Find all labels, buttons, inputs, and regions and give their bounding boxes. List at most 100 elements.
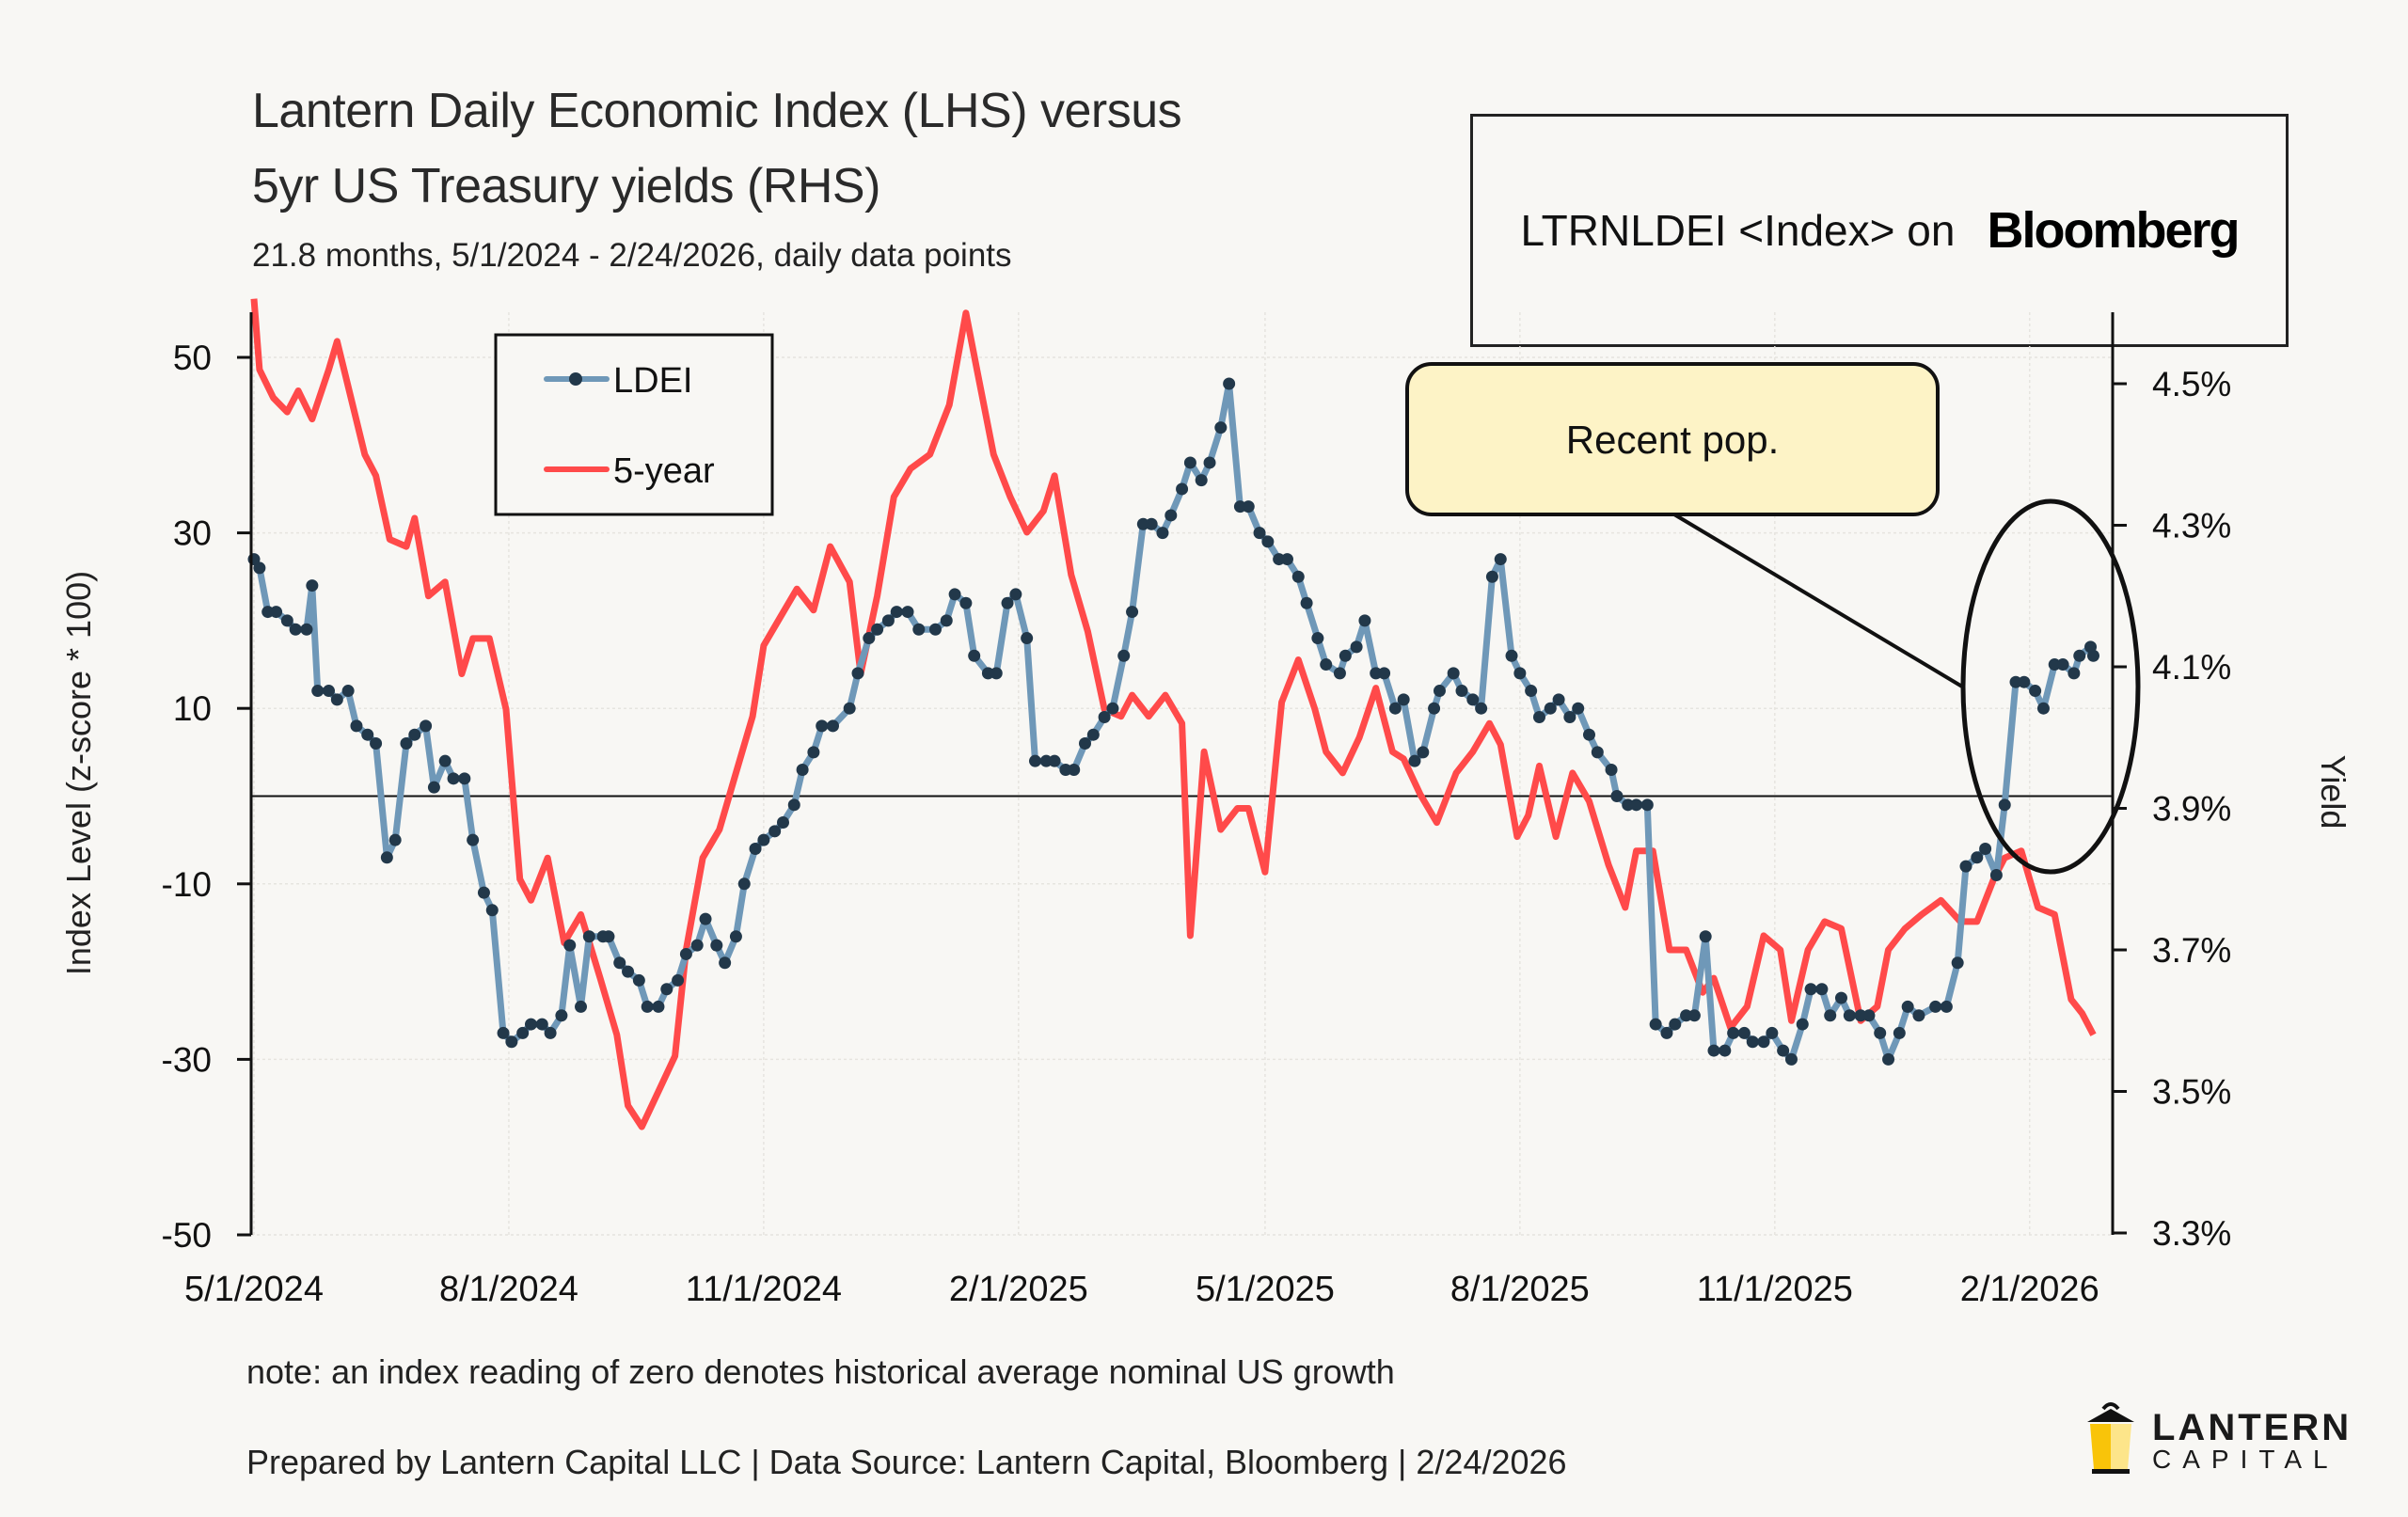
ldei-point bbox=[1777, 1044, 1790, 1057]
ldei-point bbox=[1001, 596, 1014, 609]
ldei-point bbox=[1117, 649, 1131, 662]
ldei-point bbox=[1280, 553, 1293, 566]
ldei-point bbox=[1320, 658, 1333, 672]
ldei-point bbox=[1447, 667, 1460, 680]
ldei-point bbox=[2018, 675, 2031, 688]
ldei-point bbox=[1727, 1026, 1740, 1039]
x-tick-label: 5/1/2024 bbox=[184, 1270, 324, 1309]
ldei-point bbox=[1378, 667, 1391, 680]
ldei-point bbox=[1253, 527, 1266, 540]
ldei-point bbox=[940, 614, 953, 627]
ldei-point bbox=[632, 973, 645, 987]
ldei-point bbox=[1195, 474, 1208, 487]
bloomberg-ticker-text: LTRNLDEI <Index> on bbox=[1520, 206, 1956, 255]
y-tick-label: -10 bbox=[162, 865, 212, 904]
ldei-point bbox=[280, 614, 293, 627]
ldei-point bbox=[1737, 1026, 1751, 1039]
ldei-point bbox=[1815, 983, 1829, 996]
series-5-year bbox=[250, 298, 2097, 1130]
source-line: Prepared by Lantern Capital LLC | Data S… bbox=[246, 1443, 1567, 1481]
ldei-point bbox=[602, 930, 615, 943]
ldei-point bbox=[458, 772, 471, 785]
ldei-point bbox=[749, 842, 762, 855]
ldei-point bbox=[881, 614, 895, 627]
ldei-point bbox=[1893, 1026, 1906, 1039]
x-tick-label: 11/1/2025 bbox=[1697, 1270, 1853, 1309]
ldei-point bbox=[311, 685, 325, 698]
ldei-point bbox=[2086, 649, 2099, 662]
ldei-point bbox=[447, 772, 460, 785]
ldei-point bbox=[438, 754, 452, 767]
ldei-point bbox=[1048, 754, 1061, 767]
ldei-point bbox=[1525, 685, 1538, 698]
ldei-point bbox=[1940, 1000, 1953, 1013]
ldei-point bbox=[807, 746, 820, 759]
series-5-year-line bbox=[250, 298, 2097, 1130]
ldei-point bbox=[270, 606, 283, 619]
ldei-point bbox=[660, 983, 673, 996]
lantern-icon bbox=[2087, 1402, 2134, 1474]
ldei-point bbox=[729, 930, 742, 943]
ldei-point bbox=[827, 719, 840, 733]
ldei-point bbox=[330, 693, 343, 706]
ldei-point bbox=[1388, 702, 1402, 715]
ldei-point bbox=[948, 588, 961, 601]
ldei-point bbox=[871, 623, 884, 636]
ldei-point bbox=[1223, 377, 1236, 390]
ldei-point bbox=[1291, 570, 1305, 583]
ldei-point bbox=[408, 728, 421, 741]
ldei-point bbox=[1707, 1044, 1720, 1057]
ldei-point bbox=[863, 632, 876, 645]
y2-axis-label: Yield bbox=[2314, 755, 2353, 830]
callout-box bbox=[1405, 362, 1940, 516]
annotation: Recent pop. bbox=[1405, 362, 2141, 875]
ldei-point bbox=[535, 1018, 548, 1031]
ldei-point bbox=[1882, 1052, 1895, 1066]
ldei-point bbox=[1660, 1026, 1673, 1039]
ldei-point bbox=[622, 965, 635, 978]
ldei-point bbox=[1757, 1035, 1770, 1049]
ldei-point bbox=[1874, 1026, 1887, 1039]
ldei-point bbox=[1475, 702, 1488, 715]
ldei-point bbox=[497, 1026, 510, 1039]
ldei-point bbox=[719, 956, 732, 970]
ldei-point bbox=[787, 798, 800, 812]
x-tick-label: 11/1/2024 bbox=[686, 1270, 842, 1309]
ldei-point bbox=[1834, 991, 1847, 1004]
ldei-point bbox=[2073, 649, 2086, 662]
ldei-point bbox=[1086, 728, 1100, 741]
ldei-point bbox=[1485, 570, 1498, 583]
ldei-point bbox=[613, 956, 626, 970]
ldei-point bbox=[2029, 685, 2042, 698]
ldei-point bbox=[1649, 1018, 1662, 1031]
ldei-point bbox=[1466, 693, 1480, 706]
y-tick-label: -30 bbox=[162, 1040, 212, 1079]
ldei-point bbox=[1901, 1000, 1914, 1013]
ldei-point bbox=[1028, 754, 1041, 767]
ldei-point bbox=[699, 912, 712, 925]
ldei-point bbox=[1126, 606, 1139, 619]
ldei-point bbox=[796, 764, 809, 777]
ldei-point bbox=[2067, 667, 2081, 680]
ldei-point bbox=[901, 606, 914, 619]
ldei-point bbox=[505, 1035, 518, 1049]
ldei-point bbox=[388, 833, 402, 846]
right-axis-ticks: 4.5% 4.3% 4.1% 3.9% 3.7% 3.5% 3.3% bbox=[2113, 365, 2231, 1253]
ldei-point bbox=[1261, 535, 1275, 548]
ldei-point bbox=[1433, 685, 1446, 698]
ldei-point bbox=[1605, 764, 1618, 777]
ldei-point bbox=[1494, 553, 1507, 566]
ldei-point bbox=[1455, 685, 1468, 698]
ldei-point bbox=[679, 947, 692, 960]
y-tick-label: 10 bbox=[173, 689, 212, 728]
ldei-point bbox=[2036, 702, 2050, 715]
ldei-point bbox=[1998, 798, 2011, 812]
ldei-point bbox=[1358, 614, 1371, 627]
y2-tick-label: 3.9% bbox=[2152, 790, 2231, 829]
ldei-point bbox=[1563, 711, 1576, 724]
ldei-point bbox=[959, 596, 973, 609]
y2-tick-label: 4.5% bbox=[2152, 365, 2231, 403]
ldei-point bbox=[1912, 1009, 1925, 1022]
ldei-point bbox=[1021, 632, 1034, 645]
ldei-point bbox=[350, 719, 363, 733]
